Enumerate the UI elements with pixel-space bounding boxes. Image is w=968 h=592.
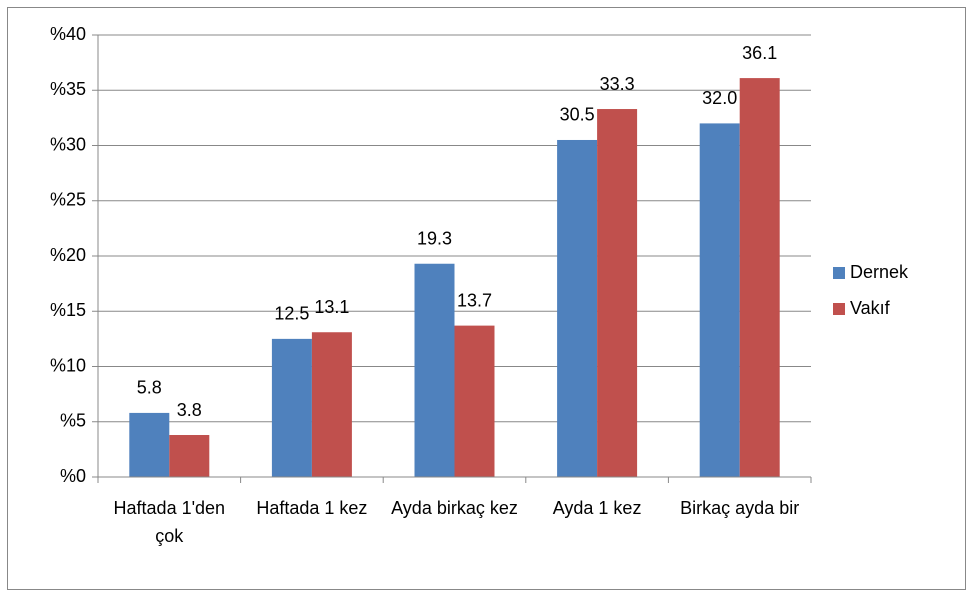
x-tick-label: Haftada 1'den çok (113, 498, 226, 546)
bar (129, 412, 170, 477)
legend-label: Vakıf (850, 298, 891, 318)
data-label: 12.5 (274, 304, 309, 324)
x-tick-label: Birkaç ayda bir (680, 498, 800, 518)
y-tick-label: %15 (50, 300, 86, 320)
bar (414, 263, 455, 477)
y-tick-label: %30 (50, 134, 86, 154)
legend-swatch (833, 267, 845, 279)
bar (454, 325, 495, 477)
data-label: 36.1 (742, 43, 777, 63)
y-tick-label: %35 (50, 79, 86, 99)
bar (311, 332, 352, 477)
data-label: 3.8 (177, 400, 202, 420)
bar (597, 109, 638, 477)
data-label: 32.0 (702, 88, 737, 108)
chart-border (7, 7, 966, 590)
data-label: 33.3 (600, 74, 635, 94)
y-tick-label: %20 (50, 245, 86, 265)
bar (557, 139, 598, 477)
x-tick-label: Haftada 1 kez (256, 498, 368, 518)
bar (169, 435, 210, 477)
data-label: 30.5 (560, 105, 595, 125)
x-tick-label: Ayda birkaç kez (391, 498, 518, 518)
y-tick-label: %10 (50, 355, 86, 375)
data-label: 13.7 (457, 290, 492, 310)
legend-swatch (833, 303, 845, 315)
bar (271, 338, 312, 477)
data-label: 19.3 (417, 228, 452, 248)
legend-label: Dernek (850, 262, 909, 282)
y-tick-label: %0 (60, 466, 86, 486)
y-tick-label: %5 (60, 411, 86, 431)
x-tick-label: Ayda 1 kez (552, 498, 642, 518)
data-label: 5.8 (137, 378, 162, 398)
bar (739, 78, 780, 477)
data-label: 13.1 (314, 297, 349, 317)
y-tick-label: %40 (50, 24, 86, 44)
y-tick-label: %25 (50, 190, 86, 210)
bar (699, 123, 740, 478)
